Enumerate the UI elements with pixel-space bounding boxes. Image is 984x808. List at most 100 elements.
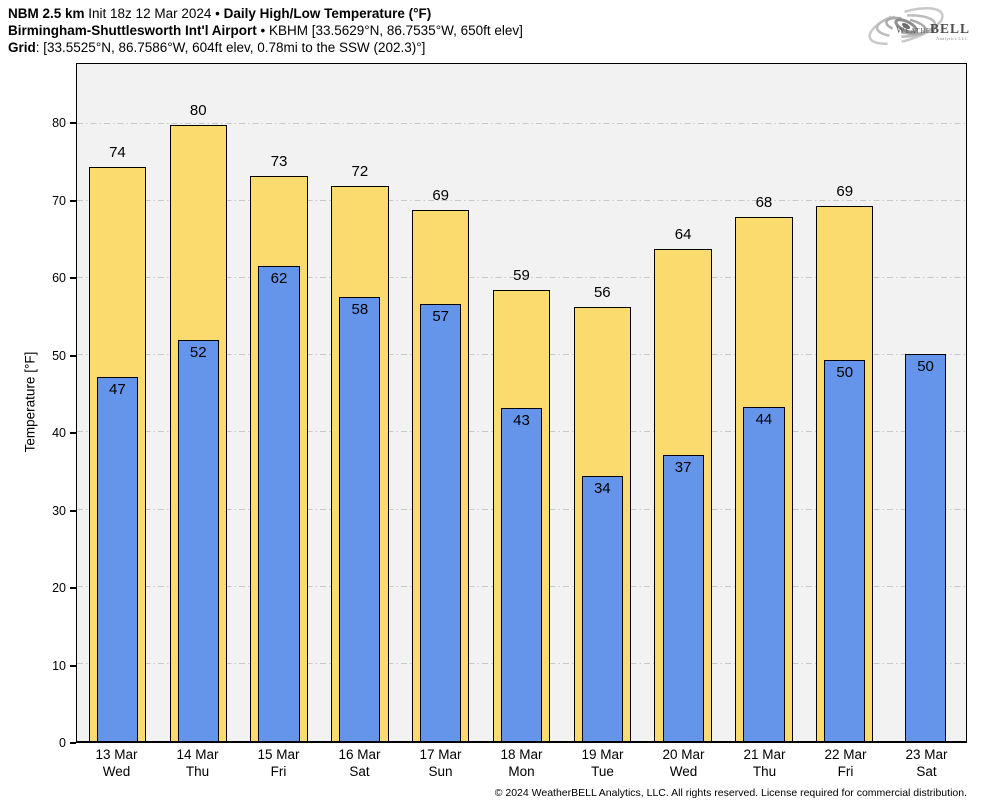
x-tick-label: 13 Mar Wed (95, 747, 137, 780)
x-tick-label: 20 Mar Wed (662, 747, 704, 780)
y-tick-label: 70 (52, 193, 66, 208)
bar-value-low: 62 (270, 269, 288, 287)
x-tick-date: 19 Mar (581, 747, 624, 762)
x-tick-date: 21 Mar (743, 747, 786, 762)
y-tick-mark (70, 122, 76, 125)
y-tick-mark (70, 587, 76, 590)
y-tick-mark (70, 432, 76, 435)
y-tick: 40 (52, 426, 76, 440)
bar-value-high: 56 (593, 284, 611, 302)
y-tick-mark (70, 742, 76, 744)
bar-value-high: 73 (270, 153, 288, 171)
bar-value-low: 44 (755, 410, 773, 428)
header-line-3: Grid: [33.5525°N, 86.7586°W, 604ft elev,… (8, 39, 523, 56)
bar-low: 62 (258, 265, 300, 741)
bar-low: 58 (339, 297, 381, 741)
y-tick: 10 (52, 659, 76, 673)
bar-low: 57 (420, 304, 462, 741)
column: 74 47 (77, 64, 158, 741)
bar-low: 43 (500, 407, 543, 741)
x-tick-date: 16 Mar (338, 747, 381, 762)
x-tick-day: Thu (752, 763, 777, 779)
x-tick-date: 14 Mar (176, 747, 219, 762)
bar-low: 37 (662, 454, 704, 741)
y-tick-mark (70, 354, 76, 357)
column: 72 58 (319, 64, 400, 741)
y-tick: 20 (52, 581, 76, 595)
column: 68 44 (724, 64, 805, 741)
column: 59 43 (481, 64, 562, 741)
y-tick-mark (70, 664, 76, 667)
model-name: NBM 2.5 km (8, 6, 85, 21)
y-tick-label: 20 (52, 581, 66, 596)
y-tick: 30 (52, 504, 76, 518)
weatherbell-logo: Weather BELL Analytics LLC (868, 6, 970, 46)
x-tick-day: Tue (591, 763, 614, 779)
bar-value-high: 68 (755, 194, 773, 212)
x-tick-day: Wed (102, 763, 131, 779)
logo-subtext: Analytics LLC (936, 36, 968, 41)
y-tick-label: 10 (52, 658, 66, 673)
x-tick-day: Sat (916, 763, 937, 779)
y-tick: 0 (59, 736, 76, 750)
header-line-2: Birmingham-Shuttlesworth Int'l Airport •… (8, 22, 523, 39)
x-tick-label: 21 Mar Thu (743, 747, 785, 780)
x-tick-day: Mon (508, 763, 535, 779)
grid-meta: : [33.5525°N, 86.7586°W, 604ft elev, 0.7… (35, 40, 426, 55)
x-tick-date: 18 Mar (500, 747, 543, 762)
column: 69 50 (804, 64, 885, 741)
x-tick-label: 19 Mar Tue (581, 747, 623, 780)
x-tick-date: 17 Mar (419, 747, 462, 762)
bar-low: 52 (177, 339, 219, 741)
x-tick-label: 17 Mar Sun (419, 747, 461, 780)
bar-low: 44 (743, 406, 785, 741)
bar-value-high: 69 (432, 187, 450, 205)
grid-line (77, 277, 966, 279)
chart-header: NBM 2.5 km Init 18z 12 Mar 2024 • Daily … (8, 5, 523, 56)
y-tick-label: 80 (52, 116, 66, 131)
column: 69 57 (400, 64, 481, 741)
init-time: Init 18z 12 Mar 2024 • (84, 6, 224, 21)
y-axis: 0 10 20 30 40 50 60 70 80 (0, 63, 76, 750)
hurricane-swirl-icon (868, 6, 944, 46)
x-tick-date: 22 Mar (824, 747, 867, 762)
header-line-1: NBM 2.5 km Init 18z 12 Mar 2024 • Daily … (8, 5, 523, 22)
y-tick-label: 30 (52, 503, 66, 518)
bar-value-low: 52 (189, 343, 207, 361)
bar-value-low: 47 (109, 380, 126, 398)
separator: • (256, 23, 269, 38)
column: 64 37 (643, 64, 724, 741)
bar-value-low: 50 (917, 357, 934, 375)
logo-text-weather: Weather (896, 26, 936, 36)
bar-value-low: 50 (836, 363, 854, 381)
product-title: Daily High/Low Temperature (°F) (223, 6, 432, 21)
bar-value-high: 80 (189, 101, 207, 119)
y-tick-mark (70, 509, 76, 512)
y-tick-label: 0 (59, 736, 66, 750)
y-tick-mark (70, 277, 76, 280)
x-tick-label: 16 Mar Sat (338, 747, 380, 780)
x-tick-label: 15 Mar Fri (257, 747, 299, 780)
bar-value-high: 72 (351, 163, 369, 181)
y-tick: 50 (52, 349, 76, 363)
bar-low: 50 (824, 359, 866, 741)
bar-value-high: 74 (109, 144, 126, 161)
y-tick: 60 (52, 271, 76, 285)
y-tick-label: 50 (52, 348, 66, 363)
column: 56 34 (562, 64, 643, 741)
bar-value-low: 34 (593, 479, 611, 497)
column: 73 62 (239, 64, 320, 741)
bar-value-low: 58 (351, 301, 369, 319)
bar-value-high: 64 (674, 225, 692, 243)
logo-text-bell: BELL (930, 21, 970, 36)
y-tick: 70 (52, 194, 76, 208)
bar-value-high: 69 (836, 183, 854, 201)
column: 80 52 (158, 64, 239, 741)
x-tick-date: 20 Mar (662, 747, 705, 762)
x-tick-day: Fri (270, 763, 287, 779)
x-tick-date: 15 Mar (257, 747, 300, 762)
plot-area: 74 47 80 52 73 62 72 58 69 57 59 43 56 34 64 37 68 44 69 50… (76, 63, 967, 743)
y-tick: 80 (52, 116, 76, 130)
station-meta: KBHM [33.5629°N, 86.7535°W, 650ft elev] (268, 23, 523, 38)
x-tick-date: 23 Mar (905, 747, 948, 762)
